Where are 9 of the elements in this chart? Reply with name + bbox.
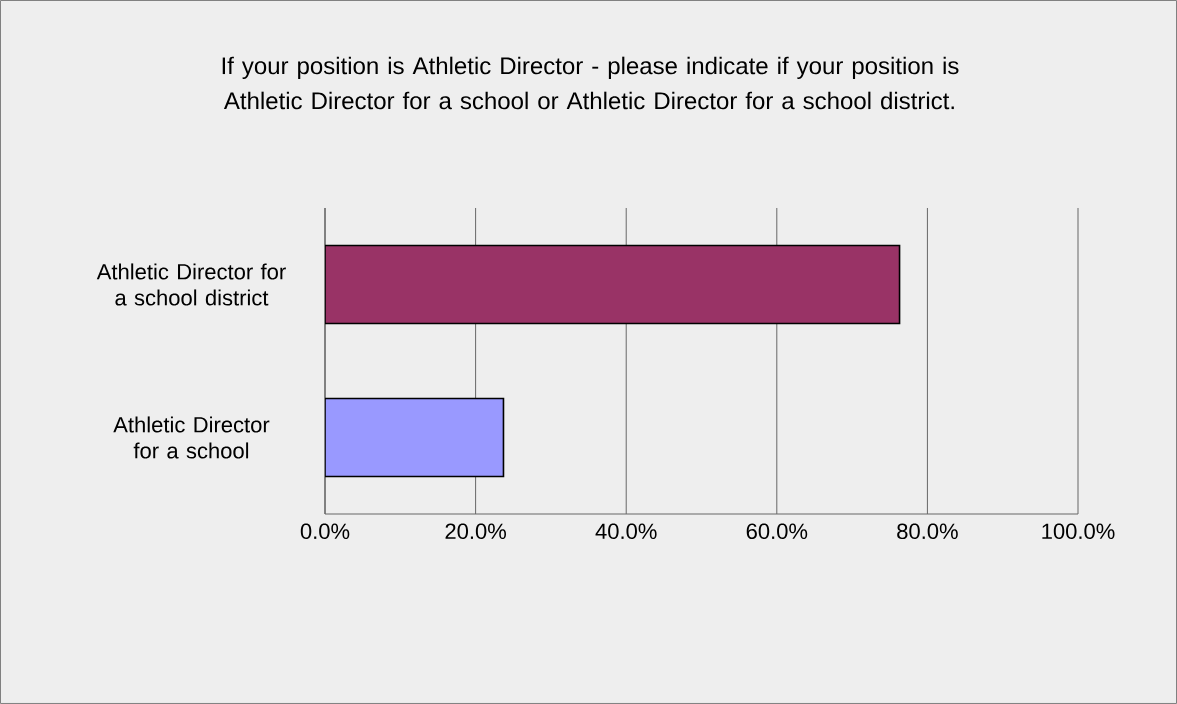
chart-title: If your position is Athletic Director - please indicate if your position is Athletic Director for a school or Athletic Director for a school district.	[222, 56, 959, 110]
x-tick-label: 20.0%	[445, 523, 507, 540]
x-tick-label: 40.0%	[595, 523, 657, 540]
x-tick-label: 100.0%	[1042, 523, 1115, 540]
x-tick-label: 60.0%	[746, 523, 808, 540]
x-tick-label: 80.0%	[897, 523, 958, 540]
y-tick-label: Athletic Director for a school	[113, 416, 270, 459]
y-tick-label: Athletic Director for a school district	[96, 263, 286, 306]
x-tick-label: 0.0%	[300, 523, 350, 540]
